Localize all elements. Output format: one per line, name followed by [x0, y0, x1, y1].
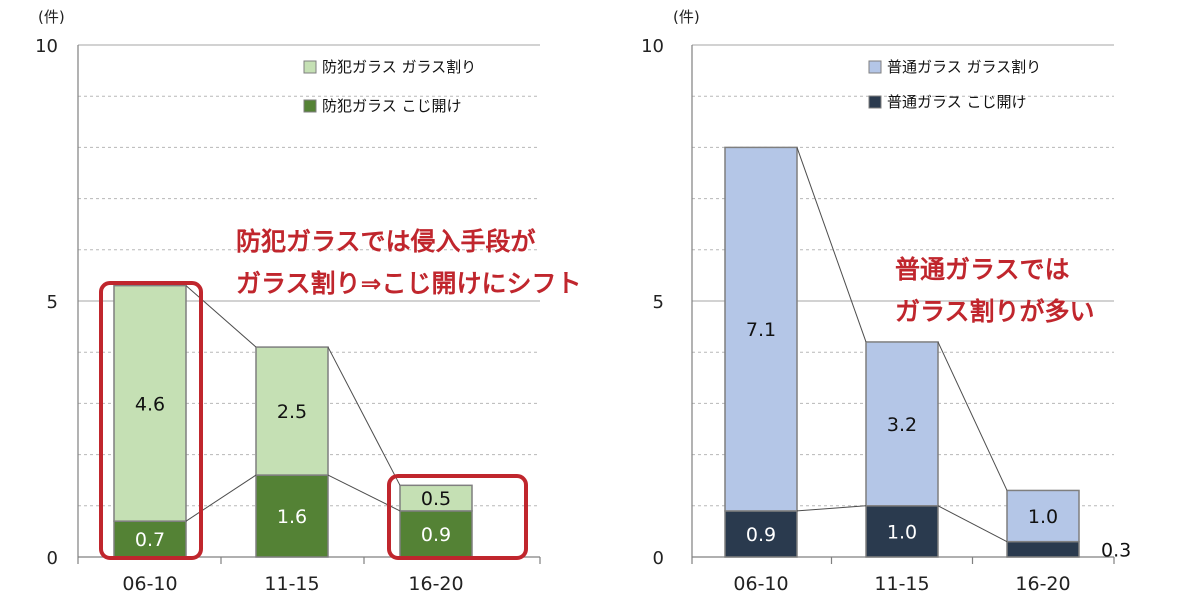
data-label: 0.9 — [421, 524, 451, 546]
x-tick-label: 11-15 — [264, 573, 319, 595]
chart-1: 0 5 10 (件) 06-10 11-15 16-20 0.7 4.6 1.6 2.5 0.9 0.5… — [35, 8, 581, 595]
data-label: 1.6 — [277, 506, 307, 528]
highlight-box — [387, 474, 528, 560]
legend-swatch — [303, 60, 317, 74]
series-connector-line — [796, 505, 867, 512]
data-label: 7.1 — [746, 319, 776, 341]
annotation-text: ガラス割りが多い — [895, 297, 1095, 326]
y-unit-label: (件) — [673, 8, 700, 26]
bar-segment-1-upper — [113, 284, 187, 522]
series-connector-line — [937, 505, 1008, 543]
bar-segment-1-upper — [399, 484, 473, 512]
data-label: 1.0 — [887, 521, 917, 543]
legend-label: 普通ガラス ガラス割り — [887, 58, 1041, 76]
legend-label: 防犯ガラス ガラス割り — [322, 58, 476, 76]
series-connector-line — [185, 474, 257, 522]
y-tick-label: 5 — [653, 292, 664, 313]
annotation-text: 防犯ガラスでは侵入手段が — [236, 227, 536, 256]
bar-segment-1-lower — [255, 474, 329, 558]
series-connector-line — [327, 346, 401, 486]
bar-segment-2-lower — [865, 505, 939, 558]
chart-2: 0 5 10 (件) 06-10 11-15 16-20 0.9 7.1 1.0 3.2 0.3 1.0… — [641, 8, 1131, 595]
y-tick-label: 0 — [47, 548, 58, 569]
series-connector-line — [937, 341, 1008, 491]
x-tick-label: 06-10 — [122, 573, 177, 595]
legend-swatch — [868, 60, 882, 74]
legend-swatch — [868, 95, 882, 109]
y-tick-label: 10 — [641, 36, 664, 57]
data-label: 4.6 — [135, 393, 165, 415]
legend-label: 普通ガラス こじ開け — [887, 93, 1026, 111]
data-label: 2.5 — [277, 401, 307, 423]
series-connector-line — [185, 285, 257, 348]
y-unit-label: (件) — [38, 8, 65, 26]
bar-segment-2-lower — [724, 510, 798, 558]
bar-segment-2-lower — [1006, 540, 1080, 558]
series-connector-line — [796, 147, 867, 343]
legend-swatch — [303, 99, 317, 113]
annotation-text: 普通ガラスでは — [895, 255, 1070, 284]
data-label: 1.0 — [1028, 506, 1058, 528]
y-tick-label: 10 — [35, 36, 58, 57]
annotation-text: ガラス割り⇒こじ開けにシフト — [236, 269, 581, 298]
bar-segment-2-upper — [865, 341, 939, 507]
x-tick-label: 16-20 — [1015, 573, 1070, 595]
bar-segment-2-upper — [724, 146, 798, 512]
data-label: 0.5 — [421, 488, 451, 510]
x-tick-label: 11-15 — [874, 573, 929, 595]
highlight-box — [99, 281, 203, 560]
legend-label: 防犯ガラス こじ開け — [322, 97, 461, 115]
data-label: 0.9 — [746, 524, 776, 546]
data-label: 3.2 — [887, 414, 917, 436]
bar-segment-2-upper — [1006, 489, 1080, 543]
y-tick-label: 5 — [47, 292, 58, 313]
y-tick-label: 0 — [653, 548, 664, 569]
data-label: 0.3 — [1101, 539, 1131, 561]
x-tick-label: 06-10 — [733, 573, 788, 595]
x-tick-label: 16-20 — [408, 573, 463, 595]
data-label: 0.7 — [135, 529, 165, 551]
bar-segment-1-upper — [255, 346, 329, 476]
